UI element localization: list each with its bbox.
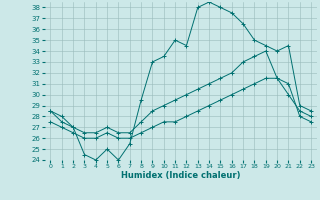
X-axis label: Humidex (Indice chaleur): Humidex (Indice chaleur) bbox=[121, 171, 241, 180]
